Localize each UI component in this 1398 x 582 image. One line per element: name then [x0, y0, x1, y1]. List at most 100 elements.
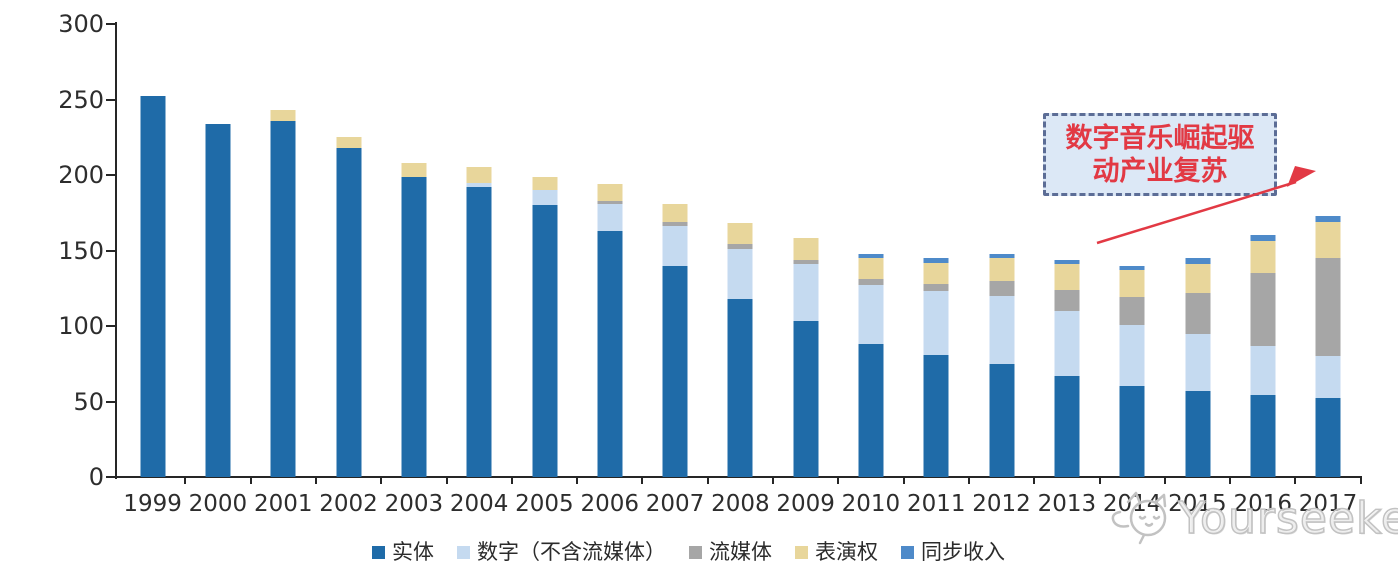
- bar-segment: [597, 200, 623, 204]
- bar-segment: [1250, 273, 1276, 346]
- stacked-bar-2012: [989, 253, 1015, 477]
- x-axis-tick: [967, 477, 970, 484]
- bar-segment: [1119, 386, 1145, 477]
- bar-segment: [466, 167, 492, 183]
- category-cell-2002: [316, 24, 381, 477]
- bar-segment: [401, 162, 427, 177]
- bar-segment: [466, 187, 492, 477]
- category-cell-2000: [185, 24, 250, 477]
- stacked-bar-2013: [1054, 259, 1080, 477]
- y-axis-tick-label: 0: [88, 463, 104, 491]
- legend-item: 流媒体: [689, 541, 772, 564]
- bar-segment: [923, 283, 949, 292]
- bar-segment: [1185, 258, 1211, 265]
- x-axis-label-2003: 2003: [384, 491, 444, 517]
- bar-segment: [140, 96, 166, 477]
- bar-segment: [532, 176, 558, 191]
- y-axis-tick: [106, 23, 115, 25]
- x-axis-tick: [1294, 477, 1297, 484]
- category-cell-1999: [120, 24, 185, 477]
- y-axis-line: [115, 22, 117, 479]
- bar-segment: [270, 110, 296, 121]
- bar-segment: [858, 258, 884, 280]
- category-cell-2003: [381, 24, 446, 477]
- category-cell-2014: [1100, 24, 1165, 477]
- x-axis-tick: [184, 477, 187, 484]
- bar-segment: [923, 258, 949, 263]
- bar-segment: [989, 253, 1015, 259]
- bar-segment: [662, 203, 688, 222]
- legend-label: 表演权: [815, 540, 878, 564]
- x-axis-label-2000: 2000: [188, 491, 248, 517]
- bar-segment: [336, 137, 362, 148]
- bar-segment: [1315, 215, 1341, 222]
- annotation-text-line1: 数字音乐崛起驱: [1065, 122, 1255, 154]
- bar-segment: [989, 295, 1015, 364]
- x-axis-label-1999: 1999: [123, 491, 182, 517]
- bar-segment: [1119, 324, 1145, 387]
- y-axis-tick: [106, 325, 115, 327]
- category-cell-2010: [838, 24, 903, 477]
- x-axis-label-2013: 2013: [1037, 491, 1097, 517]
- bar-segment: [1119, 270, 1145, 298]
- legend-swatch-icon: [457, 546, 470, 559]
- category-cell-2005: [512, 24, 577, 477]
- x-axis-label-2001: 2001: [253, 491, 313, 517]
- x-axis-tick: [380, 477, 383, 484]
- stacked-bar-2006: [597, 184, 623, 477]
- legend-label: 实体: [392, 540, 434, 564]
- x-axis-tick: [445, 477, 448, 484]
- stacked-bar-2009: [793, 238, 819, 477]
- bar-segment: [1315, 398, 1341, 477]
- x-axis-label-2006: 2006: [580, 491, 640, 517]
- cat-logo-icon: [1111, 491, 1167, 545]
- category-cell-2006: [577, 24, 642, 477]
- x-axis-label-2011: 2011: [906, 491, 966, 517]
- bar-segment: [1054, 310, 1080, 376]
- y-axis-tick: [106, 98, 115, 101]
- legend-swatch-icon: [689, 546, 702, 559]
- stacked-bar-2007: [662, 203, 688, 477]
- watermark: Yourseeker: [1106, 490, 1398, 548]
- x-axis-tick: [772, 477, 774, 484]
- bar-segment: [597, 184, 623, 201]
- bar-segment: [1054, 375, 1080, 477]
- legend-swatch-icon: [372, 546, 385, 559]
- category-cell-2013: [1034, 24, 1099, 477]
- bar-segment: [1054, 289, 1080, 311]
- bar-segment: [858, 253, 884, 259]
- x-axis-label-2008: 2008: [711, 491, 770, 517]
- bar-segment: [923, 291, 949, 355]
- bar-segment: [727, 249, 753, 299]
- bar-segment: [858, 344, 884, 477]
- x-axis-tick: [1229, 477, 1232, 484]
- bar-segment: [793, 321, 819, 477]
- stacked-bar-1999: [140, 96, 166, 477]
- x-axis-tick: [706, 477, 709, 484]
- bar-segment: [1185, 390, 1211, 477]
- x-axis-tick: [902, 477, 905, 484]
- y-axis-tick: [106, 476, 115, 478]
- watermark-text: Yourseeker: [1177, 493, 1398, 544]
- legend-label: 流媒体: [709, 540, 772, 564]
- bar-segment: [1250, 241, 1276, 274]
- bar-segment: [1054, 264, 1080, 290]
- stacked-bar-2005: [532, 176, 558, 477]
- legend-swatch-icon: [795, 546, 808, 559]
- legend: 实体 数字（不含流媒体） 流媒体 表演权 同步收入: [372, 541, 1005, 564]
- x-axis-label-2002: 2002: [319, 491, 378, 517]
- x-axis-tick: [314, 477, 317, 484]
- bar-segment: [662, 265, 688, 477]
- bar-segment: [793, 238, 819, 260]
- x-axis-tick: [1033, 477, 1036, 484]
- x-axis-label-2010: 2010: [841, 491, 901, 517]
- bar-segment: [923, 262, 949, 284]
- bar-segment: [270, 120, 296, 477]
- bar-segment: [1315, 258, 1341, 357]
- legend-item: 实体: [372, 541, 434, 564]
- bar-segment: [1119, 265, 1145, 271]
- category-cell-2001: [251, 24, 316, 477]
- category-cell-2012: [969, 24, 1034, 477]
- bar-segment: [1315, 356, 1341, 399]
- stacked-bar-2011: [923, 258, 949, 477]
